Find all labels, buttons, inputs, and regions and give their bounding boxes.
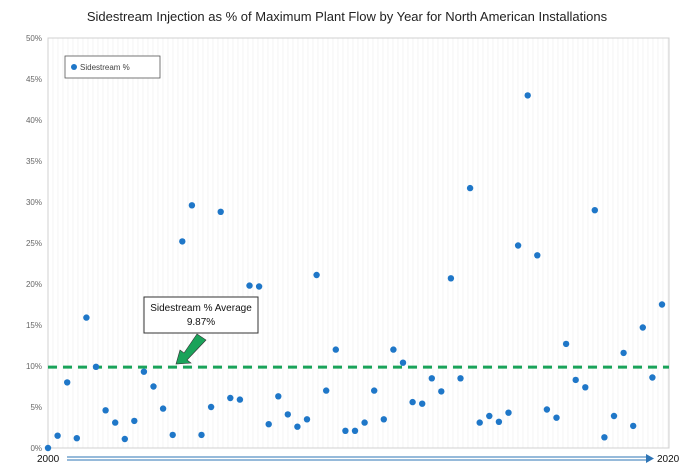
legend-marker — [71, 64, 77, 70]
data-point — [466, 184, 474, 192]
data-point — [591, 207, 598, 214]
data-point — [419, 400, 426, 407]
data-point — [207, 403, 215, 411]
data-point — [361, 419, 368, 426]
data-point — [188, 202, 196, 209]
data-point — [255, 283, 263, 290]
data-point — [514, 242, 522, 249]
data-point — [92, 363, 100, 370]
legend-box — [64, 55, 161, 79]
data-point — [303, 416, 311, 423]
data-point — [543, 406, 551, 413]
data-point — [179, 238, 186, 245]
data-point — [610, 412, 618, 420]
plot-area-border — [47, 37, 670, 449]
data-point — [649, 374, 656, 381]
data-point — [390, 346, 397, 353]
y-tick-label: 5% — [30, 403, 42, 412]
data-point — [639, 324, 646, 331]
data-point — [265, 421, 272, 428]
y-tick-label: 25% — [26, 239, 42, 248]
legend: Sidestream % — [64, 55, 161, 79]
data-point — [371, 387, 378, 394]
data-point — [553, 414, 560, 421]
data-point — [169, 431, 176, 439]
data-point — [534, 252, 541, 259]
data-point — [323, 387, 330, 394]
data-point — [630, 422, 637, 430]
data-point — [505, 409, 512, 416]
y-tick-label: 35% — [26, 157, 42, 166]
data-point — [658, 301, 666, 308]
data-point — [112, 419, 119, 426]
data-point — [217, 208, 224, 215]
data-point — [399, 359, 407, 366]
data-point — [572, 376, 579, 384]
data-point — [121, 435, 128, 443]
callout-value: 9.87% — [187, 317, 215, 328]
y-tick-label: 50% — [26, 34, 42, 43]
data-point — [44, 444, 52, 452]
data-point — [246, 282, 253, 289]
data-point — [275, 393, 282, 400]
data-point — [582, 384, 589, 391]
data-point — [524, 92, 531, 99]
data-point — [54, 432, 61, 439]
data-point — [284, 411, 291, 418]
y-tick-label: 0% — [30, 444, 42, 453]
data-point — [476, 419, 483, 426]
y-tick-label: 40% — [26, 116, 42, 125]
x-start-label: 2000 — [37, 454, 60, 465]
data-point — [83, 314, 90, 321]
x-end-label: 2020 — [657, 454, 680, 465]
callout-box — [143, 296, 259, 334]
callout-arrow-icon — [175, 333, 207, 365]
data-point — [447, 275, 455, 282]
average-callout: Sidestream % Average 9.87% — [143, 296, 259, 365]
chart-title: Sidestream Injection as % of Maximum Pla… — [87, 9, 608, 24]
data-point — [620, 349, 627, 357]
data-point — [140, 368, 148, 375]
y-tick-label: 20% — [26, 280, 42, 289]
legend-entry-sidestream: Sidestream % — [80, 63, 130, 72]
vertical-grid — [52, 38, 669, 448]
data-point — [409, 398, 416, 406]
data-points — [44, 92, 666, 452]
data-point — [63, 379, 71, 386]
data-point — [342, 427, 349, 434]
callout-label: Sidestream % Average — [150, 303, 252, 314]
data-point — [131, 417, 138, 425]
data-point — [236, 396, 244, 403]
data-point — [351, 427, 359, 434]
data-point — [73, 435, 81, 442]
data-point — [601, 434, 608, 441]
data-point — [486, 412, 493, 420]
data-point — [150, 383, 157, 390]
data-point — [332, 346, 339, 353]
y-tick-label: 45% — [26, 75, 42, 84]
x-axis-arrowhead-icon — [646, 454, 654, 463]
data-point — [428, 375, 435, 382]
data-point — [438, 388, 445, 395]
data-point — [198, 431, 205, 439]
y-tick-label: 30% — [26, 198, 42, 207]
data-point — [495, 418, 503, 425]
data-point — [227, 394, 234, 402]
data-point — [102, 407, 109, 414]
y-tick-label: 10% — [26, 362, 42, 371]
data-point — [457, 375, 464, 382]
data-point — [294, 423, 301, 430]
y-axis-ticks: 0% 5% 10% 15% 20% 25% 30% 35% 40% 45% 50% — [26, 34, 42, 453]
data-point — [313, 271, 320, 279]
data-point — [562, 340, 570, 348]
data-point — [380, 416, 387, 423]
y-tick-label: 15% — [26, 321, 42, 330]
data-point — [159, 405, 167, 412]
x-axis-arrow — [67, 454, 654, 463]
